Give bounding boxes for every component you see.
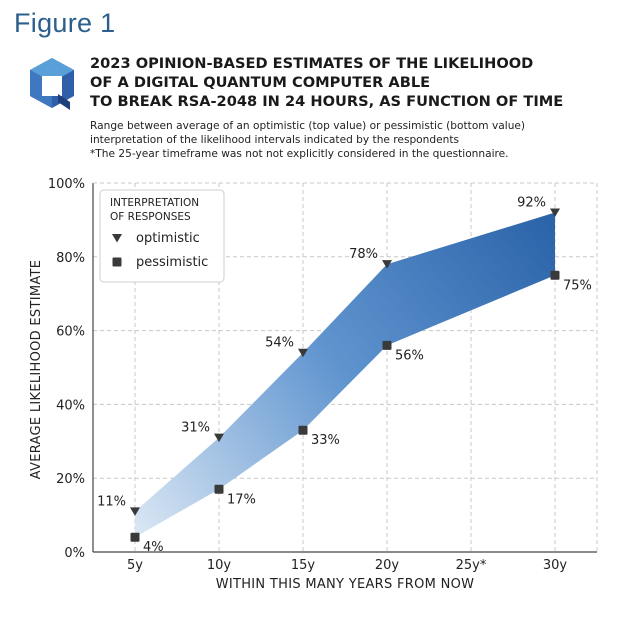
subtitle-line: *The 25-year timeframe was not not expli… <box>90 147 509 160</box>
y-tick-label: 40% <box>56 398 85 413</box>
optimistic-marker <box>298 348 308 358</box>
subtitle-line: Range between average of an optimistic (… <box>90 120 526 132</box>
pessimistic-data-label: 75% <box>563 278 592 293</box>
title-line: TO BREAK RSA-2048 IN 24 HOURS, AS FUNCTI… <box>90 93 564 110</box>
x-tick-label: 15y <box>291 558 316 573</box>
optimistic-data-label: 78% <box>349 247 378 262</box>
pessimistic-data-label: 33% <box>311 433 340 448</box>
x-tick-label: 10y <box>207 558 232 573</box>
legend-box <box>99 189 225 283</box>
chart-subtitle: Range between average of an optimistic (… <box>90 120 630 161</box>
legend-optimistic-marker <box>112 234 122 243</box>
x-tick-label: 5y <box>127 558 143 573</box>
pessimistic-data-label: 4% <box>143 540 164 555</box>
title-line: 2023 OPINION-BASED ESTIMATES OF THE LIKE… <box>90 55 534 72</box>
y-tick-label: 60% <box>56 325 85 340</box>
optimistic-marker <box>214 433 224 443</box>
optimistic-data-label: 31% <box>181 421 210 436</box>
pessimistic-marker <box>214 484 224 494</box>
y-tick-label: 20% <box>56 472 85 487</box>
legend-pessimistic-label: pessimistic <box>136 255 208 270</box>
y-tick-label: 0% <box>64 546 85 561</box>
title-line: OF A DIGITAL QUANTUM COMPUTER ABLE <box>90 74 431 91</box>
y-axis-label: AVERAGE LIKELIHOOD ESTIMATE <box>29 260 44 480</box>
optimistic-data-label: 92% <box>517 196 546 211</box>
figure-label: Figure 1 <box>14 8 116 38</box>
likelihood-range-band <box>135 212 555 538</box>
pessimistic-data-label: 17% <box>227 492 256 507</box>
pessimistic-data-label: 56% <box>395 348 424 363</box>
optimistic-data-label: 54% <box>265 336 294 351</box>
cube-logo-icon <box>30 58 74 110</box>
legend-optimistic-label: optimistic <box>136 231 200 246</box>
optimistic-data-label: 11% <box>97 494 126 509</box>
legend-title: INTERPRETATION <box>110 197 199 209</box>
legend-pessimistic-marker <box>112 257 122 267</box>
optimistic-marker <box>130 507 140 516</box>
optimistic-marker <box>550 208 560 218</box>
x-axis-label: WITHIN THIS MANY YEARS FROM NOW <box>216 577 475 592</box>
x-tick-label: 20y <box>375 558 400 573</box>
legend-title: OF RESPONSES <box>110 211 191 223</box>
subtitle-line: interpretation of the likelihood interva… <box>90 133 460 146</box>
pessimistic-marker <box>382 340 392 350</box>
pessimistic-marker <box>298 425 308 435</box>
x-tick-label: 25y* <box>456 558 487 573</box>
pessimistic-marker <box>550 270 560 280</box>
y-tick-label: 100% <box>48 177 85 192</box>
chart-title: 2023 OPINION-BASED ESTIMATES OF THE LIKE… <box>90 54 630 111</box>
pessimistic-marker <box>130 532 140 542</box>
optimistic-marker <box>382 260 392 269</box>
x-tick-label: 30y <box>543 558 568 573</box>
y-tick-label: 80% <box>56 251 85 266</box>
